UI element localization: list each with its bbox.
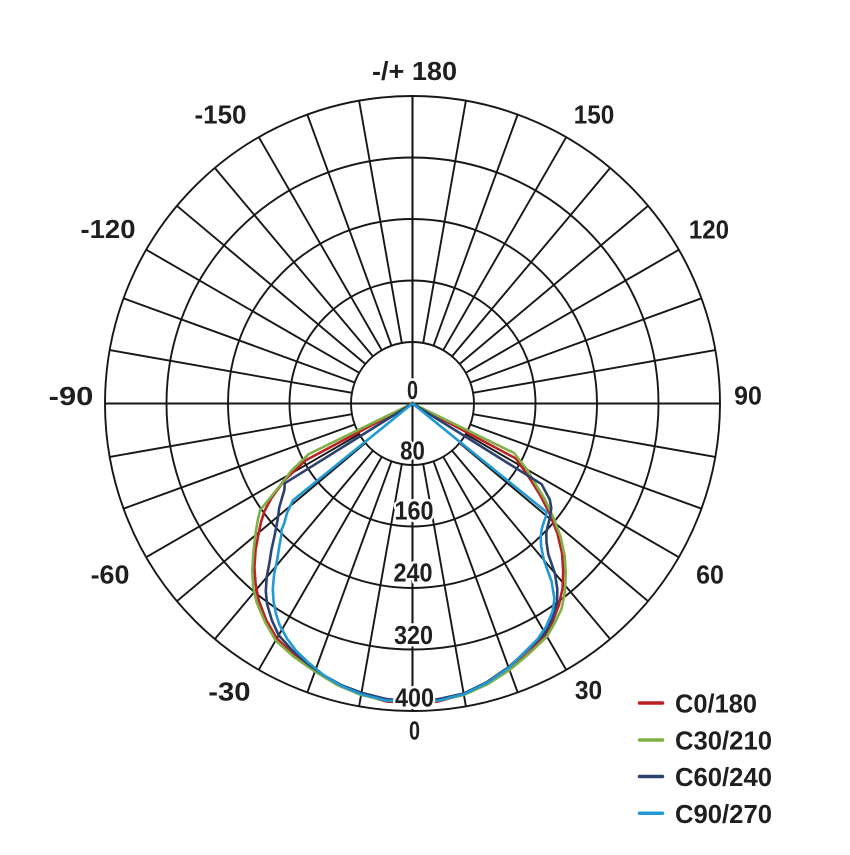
svg-text:320: 320: [394, 620, 433, 650]
svg-text:C0/180: C0/180: [675, 689, 757, 719]
svg-text:-30: -30: [208, 677, 250, 707]
svg-text:C30/210: C30/210: [675, 726, 772, 756]
svg-text:90: 90: [734, 381, 762, 411]
svg-text:150: 150: [574, 100, 615, 130]
svg-text:400: 400: [395, 683, 434, 713]
svg-text:-/+ 180: -/+ 180: [372, 56, 457, 86]
svg-text:0: 0: [407, 375, 418, 405]
svg-text:C60/240: C60/240: [675, 762, 772, 792]
svg-text:C90/270: C90/270: [675, 799, 772, 829]
svg-text:120: 120: [689, 215, 729, 245]
svg-text:-150: -150: [195, 100, 247, 130]
svg-text:60: 60: [696, 560, 724, 590]
svg-text:80: 80: [400, 435, 425, 465]
svg-text:-60: -60: [91, 560, 130, 590]
svg-text:160: 160: [395, 496, 434, 526]
svg-text:240: 240: [394, 558, 433, 588]
svg-text:-120: -120: [81, 214, 136, 244]
svg-text:-90: -90: [49, 381, 94, 411]
svg-text:30: 30: [575, 675, 602, 705]
svg-text:0: 0: [409, 716, 420, 746]
